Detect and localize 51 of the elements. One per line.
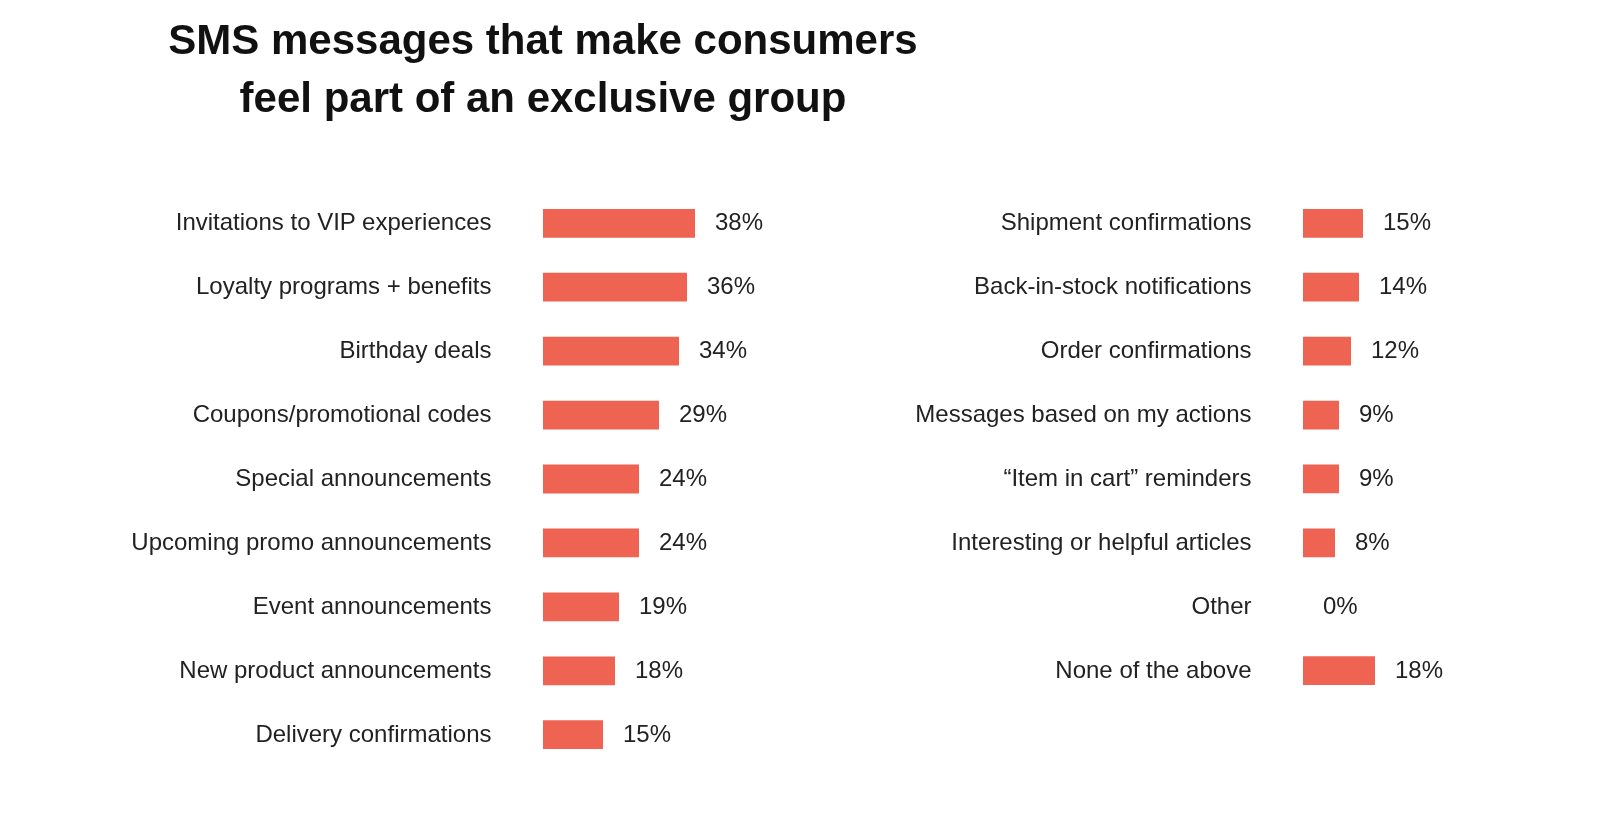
data-label: 9%: [1359, 463, 1394, 491]
y-tick-label: Other: [1191, 591, 1252, 619]
bar: [1303, 272, 1359, 302]
bar: [543, 464, 639, 494]
bar: [543, 272, 687, 302]
data-label: 34%: [699, 336, 748, 364]
y-tick-label: Birthday deals: [339, 336, 492, 364]
data-label: 29%: [679, 400, 728, 428]
y-tick-label: Interesting or helpful articles: [951, 527, 1252, 555]
data-label: 8%: [1355, 527, 1390, 555]
data-label: 36%: [707, 272, 756, 300]
bar: [543, 720, 603, 750]
y-tick-label: Coupons/promotional codes: [192, 400, 492, 428]
bar: [543, 528, 639, 558]
y-tick-label: Loyalty programs + benefits: [196, 272, 492, 300]
y-tick-label: Messages based on my actions: [915, 400, 1252, 428]
bar: [543, 592, 619, 622]
y-tick-label: Upcoming promo announcements: [131, 527, 492, 555]
data-label: 24%: [659, 464, 708, 491]
bar: [1303, 464, 1339, 494]
bar: [543, 656, 615, 686]
chart-title: SMS messages that make consumers feel part of an exclusive group: [168, 16, 918, 121]
bar: [543, 336, 679, 366]
y-tick-label: “Item in cart” reminders: [1003, 463, 1252, 491]
data-label: 19%: [639, 591, 688, 619]
data-label: 18%: [1395, 655, 1444, 683]
data-label: 12%: [1371, 336, 1420, 364]
y-tick-label: Back-in-stock notifications: [974, 272, 1252, 300]
data-label: 9%: [1359, 400, 1394, 428]
bar: [1303, 528, 1335, 558]
y-tick-label: Event announcements: [252, 591, 492, 619]
bar: [1303, 336, 1351, 366]
y-tick-label: New product announcements: [179, 655, 492, 683]
bar: [1303, 208, 1363, 238]
data-label: 15%: [1383, 208, 1432, 236]
data-label: 14%: [1379, 272, 1428, 300]
y-tick-label: Invitations to VIP experiences: [175, 208, 492, 236]
bar: [1303, 656, 1375, 686]
data-label: 15%: [623, 719, 672, 747]
y-tick-label: Special announcements: [235, 464, 492, 491]
bar: [543, 400, 659, 430]
y-tick-label: None of the above: [1055, 655, 1252, 683]
data-label: 24%: [659, 527, 708, 555]
data-label: 0%: [1323, 591, 1358, 619]
y-tick-label: Delivery confirmations: [255, 719, 492, 747]
data-label: 38%: [715, 208, 764, 236]
data-label: 18%: [635, 655, 684, 683]
y-tick-label: Order confirmations: [1040, 336, 1252, 364]
y-tick-label: Shipment confirmations: [1000, 208, 1252, 236]
bar: [543, 208, 695, 238]
bar: [1303, 400, 1339, 430]
